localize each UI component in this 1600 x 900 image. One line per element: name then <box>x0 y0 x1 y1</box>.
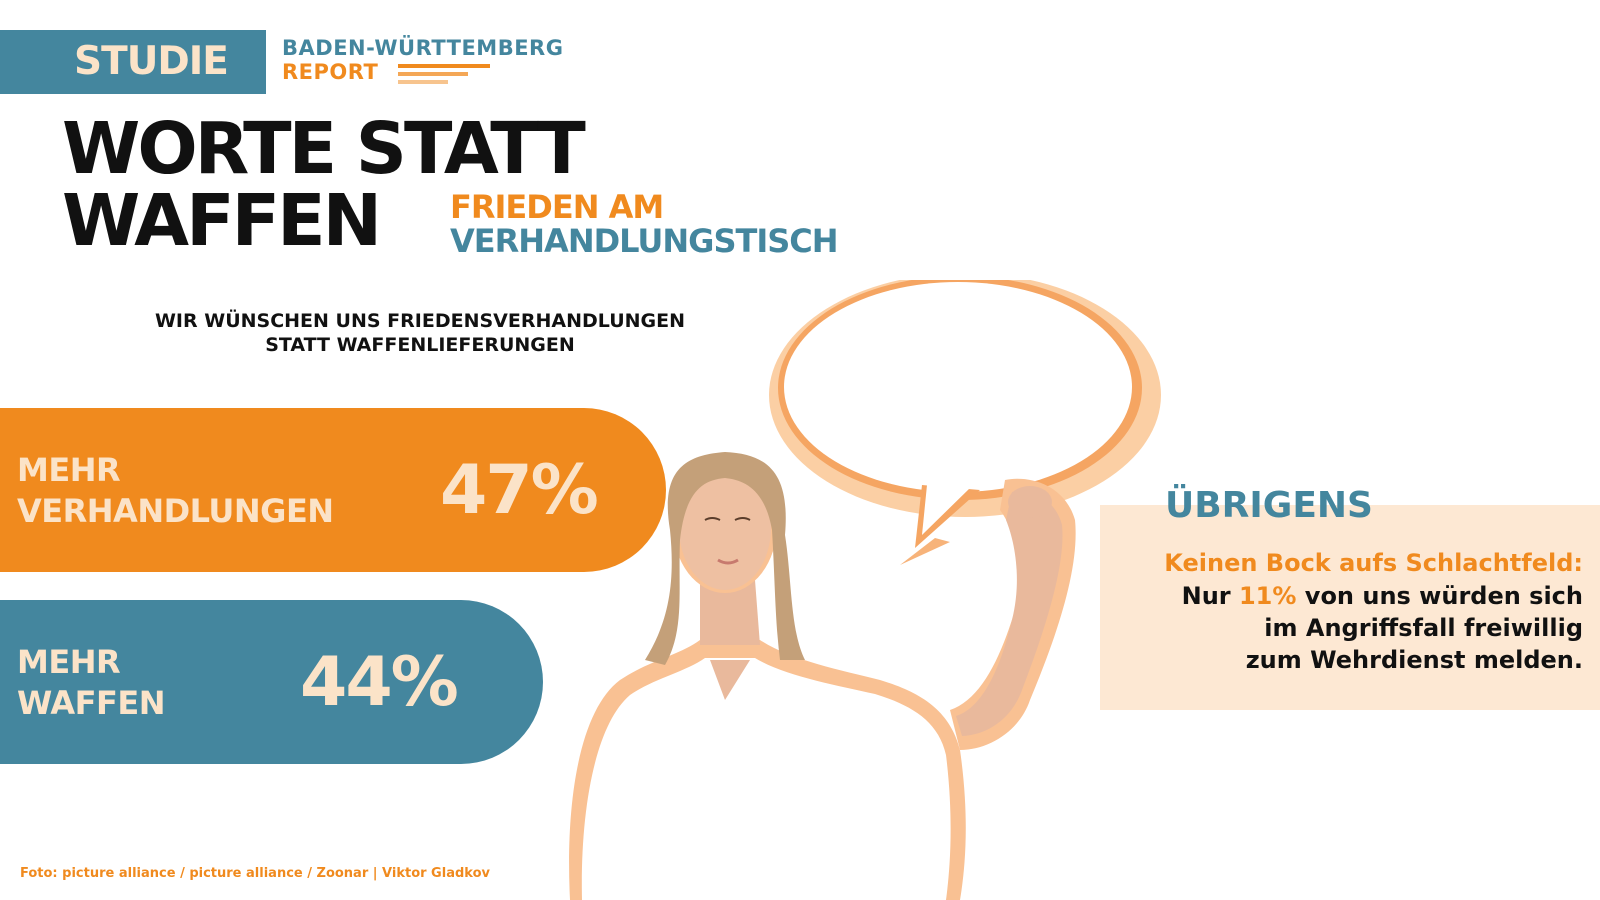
person-shape <box>569 452 966 900</box>
info-line-3: im Angriffsfall freiwillig <box>1264 614 1583 642</box>
statement-line-1: WIR WÜNSCHEN UNS FRIEDENSVERHANDLUNGEN <box>154 310 686 332</box>
result-bar-verhandlungen: MEHR VERHANDLUNGEN 47% <box>0 408 666 572</box>
studie-label: STUDIE <box>74 39 229 84</box>
result-label: MEHR WAFFEN <box>17 642 165 724</box>
result-label-line-2: VERHANDLUNGEN <box>17 492 334 530</box>
result-label-line-1: MEHR <box>17 451 121 489</box>
result-label-line-1: MEHR <box>17 643 121 681</box>
statement-line-2: STATT WAFFENLIEFERUNGEN <box>265 334 575 356</box>
survey-statement: WIR WÜNSCHEN UNS FRIEDENSVERHANDLUNGEN S… <box>110 309 730 357</box>
result-label-line-2: WAFFEN <box>17 684 165 722</box>
result-value: 44% <box>300 643 459 722</box>
arm-shape <box>950 478 1076 750</box>
subheadline-line-1: FRIEDEN AM <box>450 188 664 226</box>
headline-line-1: WORTE STATT <box>62 107 586 190</box>
info-line-2-post: von uns würden sich <box>1296 582 1583 610</box>
subheadline-line-2: VERHANDLUNGSTISCH <box>450 222 839 260</box>
report-name-line-2: REPORT <box>282 60 379 84</box>
result-bar-waffen: MEHR WAFFEN 44% <box>0 600 543 764</box>
photo-credit: Foto: picture alliance / picture allianc… <box>20 866 490 881</box>
result-label: MEHR VERHANDLUNGEN <box>17 450 334 532</box>
report-name-line-1: BADEN-WÜRTTEMBERG <box>282 36 564 60</box>
studie-badge <box>0 30 266 94</box>
report-stripe <box>398 80 448 84</box>
info-box <box>1100 505 1600 710</box>
report-stripe <box>398 72 468 76</box>
result-value: 47% <box>440 451 599 530</box>
report-stripe <box>398 64 490 68</box>
speech-bubble-icon <box>769 280 1161 565</box>
info-line-2-pre: Nur <box>1181 582 1239 610</box>
info-heading: ÜBRIGENS <box>1165 485 1373 526</box>
headline-line-2: WAFFEN <box>62 179 382 262</box>
woman-holding-speech-bubble-image <box>569 280 1161 900</box>
info-line-4: zum Wehrdienst melden. <box>1245 646 1583 674</box>
info-line-2: Nur 11% von uns würden sich <box>1182 580 1583 612</box>
info-highlight-percent: 11% <box>1238 582 1297 610</box>
info-line-1: Keinen Bock aufs Schlachtfeld: <box>1164 549 1583 577</box>
